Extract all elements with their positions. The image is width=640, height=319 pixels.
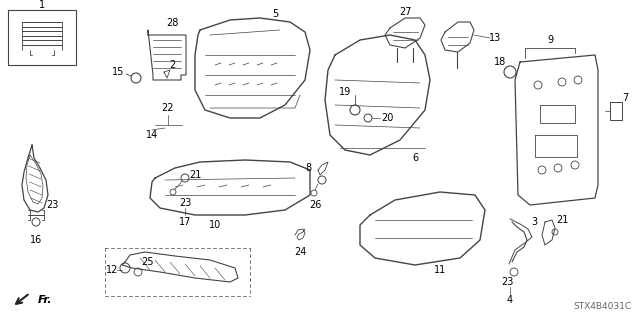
Text: 21: 21	[556, 215, 568, 225]
Text: 5: 5	[272, 9, 278, 19]
Text: 7: 7	[622, 93, 628, 103]
Text: 10: 10	[209, 220, 221, 230]
Text: STX4B4031C: STX4B4031C	[574, 302, 632, 311]
Text: 6: 6	[412, 153, 418, 163]
Text: 19: 19	[339, 87, 351, 97]
Text: 1: 1	[39, 0, 45, 10]
Text: 17: 17	[179, 217, 191, 227]
Text: 4: 4	[507, 295, 513, 305]
Text: 16: 16	[30, 235, 42, 245]
Text: 23: 23	[501, 277, 513, 287]
Text: 28: 28	[166, 18, 178, 28]
Text: 21: 21	[189, 170, 201, 180]
Text: 24: 24	[294, 247, 306, 257]
Text: 26: 26	[309, 200, 321, 210]
Text: 9: 9	[547, 35, 553, 45]
Text: 8: 8	[305, 163, 311, 173]
Text: 11: 11	[434, 265, 446, 275]
Text: 15: 15	[112, 67, 124, 77]
Text: 20: 20	[381, 113, 393, 123]
Text: 12: 12	[106, 265, 118, 275]
Text: 13: 13	[489, 33, 501, 43]
Text: Fr.: Fr.	[38, 295, 52, 305]
Text: 2: 2	[169, 60, 175, 70]
Text: 23: 23	[46, 200, 58, 210]
Text: 3: 3	[531, 217, 537, 227]
Text: 27: 27	[399, 7, 412, 17]
Text: 18: 18	[494, 57, 506, 67]
Text: 25: 25	[141, 257, 154, 267]
Text: 22: 22	[162, 103, 174, 113]
Text: 23: 23	[179, 198, 191, 208]
Text: 14: 14	[146, 130, 158, 140]
